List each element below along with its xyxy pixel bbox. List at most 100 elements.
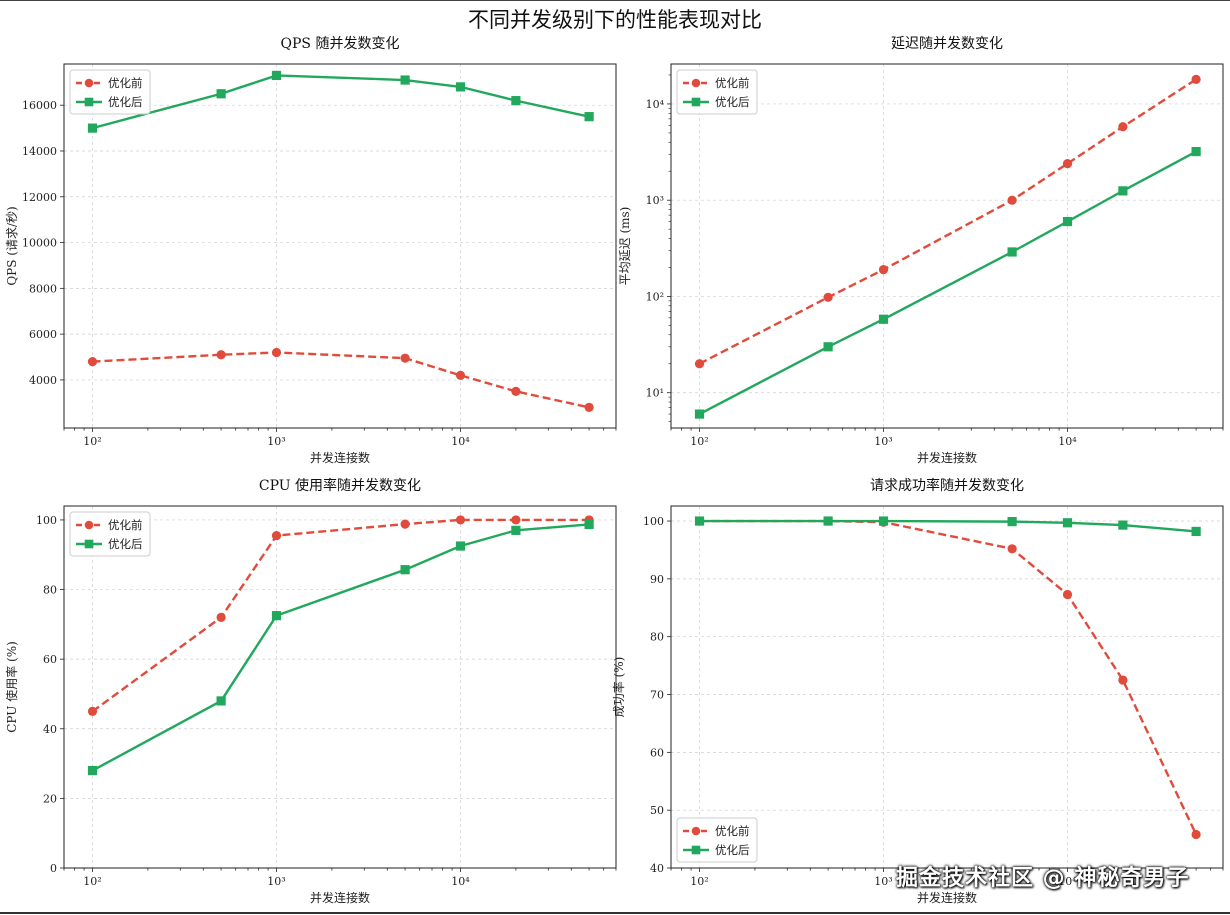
y-tick-label: 20 xyxy=(43,792,57,805)
y-tick-label: 40 xyxy=(650,862,664,875)
data-point-before xyxy=(878,265,889,275)
data-point-before xyxy=(1191,829,1201,840)
data-point-after xyxy=(823,342,833,352)
x-tick-label: 10² xyxy=(83,875,101,888)
legend-label: 优化后 xyxy=(715,95,750,109)
legend-label: 优化后 xyxy=(715,843,750,857)
data-point-after xyxy=(584,519,594,530)
plot-frame xyxy=(63,505,617,869)
data-point-before xyxy=(271,530,282,541)
x-axis-label: 并发连接数 xyxy=(310,450,370,465)
y-tick-label: 16000 xyxy=(22,99,57,112)
chart-title: 请求成功率随并发数变化 xyxy=(870,477,1024,494)
chart-panel-1: 10² 10³ 10⁴ 4000 6000 8000 10000 12000 14000 1600… xyxy=(5,36,617,465)
data-point-before xyxy=(1007,195,1017,205)
x-tick-label: 10⁴ xyxy=(1058,435,1077,448)
plot-frame xyxy=(670,63,1224,429)
legend-marker-square xyxy=(84,539,94,549)
data-point-after xyxy=(1007,247,1017,257)
data-point-after xyxy=(87,123,98,133)
data-point-before xyxy=(1062,159,1073,169)
data-point-after xyxy=(1062,216,1073,227)
data-point-after xyxy=(878,314,889,324)
data-point-after xyxy=(511,96,521,106)
chart-panel-4: 10² 10³ 10⁴ 40 50 60 70 80 90 100 请求成功率随并发数变化并发连接数… xyxy=(611,477,1224,905)
data-point-after xyxy=(87,765,98,776)
x-tick-label: 10³ xyxy=(267,435,285,448)
data-point-after xyxy=(216,89,226,99)
y-axis-label: CPU 使用率 (%) xyxy=(4,641,19,733)
y-tick-label: 100 xyxy=(643,515,664,528)
series-line-before xyxy=(91,518,590,713)
y-tick-label: 10¹ xyxy=(646,387,664,400)
legend-label: 优化前 xyxy=(715,824,750,838)
data-point-before xyxy=(87,706,98,716)
y-tick-label: 70 xyxy=(650,689,664,702)
series-line-after xyxy=(91,523,590,772)
data-point-after xyxy=(878,516,889,526)
x-tick-label: 10² xyxy=(690,875,708,888)
data-point-before xyxy=(1062,589,1073,600)
y-tick-label: 40 xyxy=(43,723,57,736)
data-point-before xyxy=(271,347,282,358)
x-axis-label: 并发连接数 xyxy=(310,890,370,905)
data-point-after xyxy=(400,75,410,85)
bottom-border xyxy=(0,912,1230,914)
top-border xyxy=(0,0,1230,1)
y-tick-label: 10³ xyxy=(646,194,664,207)
data-point-before xyxy=(400,353,410,363)
legend-label: 优化前 xyxy=(715,76,750,90)
data-point-after xyxy=(694,409,705,419)
data-point-after xyxy=(455,82,466,92)
data-point-after xyxy=(216,696,226,706)
y-tick-label: 8000 xyxy=(29,282,57,295)
x-axis-label: 并发连接数 xyxy=(917,890,977,905)
data-point-after xyxy=(1118,520,1128,530)
y-axis-label: 平均延迟 (ms) xyxy=(618,207,632,286)
data-point-before xyxy=(87,357,98,367)
y-tick-label: 10000 xyxy=(22,237,57,250)
data-point-before xyxy=(1118,675,1128,685)
data-point-after xyxy=(1062,518,1073,528)
data-point-after xyxy=(694,516,705,526)
chart-title: 延迟随并发数变化 xyxy=(891,36,1003,52)
data-point-after xyxy=(1191,146,1201,157)
y-tick-label: 50 xyxy=(650,804,664,817)
x-tick-label: 10⁴ xyxy=(1058,875,1077,888)
legend-label: 优化后 xyxy=(108,95,143,109)
plot-frame xyxy=(63,63,617,429)
chart-title: QPS 随并发数变化 xyxy=(281,36,400,52)
y-tick-label: 80 xyxy=(43,584,57,597)
x-tick-label: 10³ xyxy=(267,875,285,888)
data-point-before xyxy=(823,292,833,302)
data-point-before xyxy=(216,612,226,622)
data-point-after xyxy=(584,112,594,122)
x-tick-label: 10³ xyxy=(874,435,892,448)
y-tick-label: 10² xyxy=(646,290,664,303)
x-tick-label: 10⁴ xyxy=(451,875,470,888)
data-point-before xyxy=(584,402,594,412)
chart-title: CPU 使用率随并发数变化 xyxy=(259,477,421,494)
x-tick-label: 10⁴ xyxy=(451,435,470,448)
series-line-before xyxy=(698,78,1197,365)
data-point-before xyxy=(216,350,226,360)
y-tick-label: 60 xyxy=(650,746,664,759)
watermark: 掘金技术社区 @ 神秘奇男子 xyxy=(896,866,1190,891)
data-point-before xyxy=(511,386,521,396)
y-tick-label: 6000 xyxy=(29,328,57,341)
legend-label: 优化前 xyxy=(108,518,143,532)
data-point-after xyxy=(1118,186,1128,196)
data-point-after xyxy=(1007,517,1017,527)
y-tick-label: 80 xyxy=(650,631,664,644)
y-axis-label: QPS (请求/秒) xyxy=(5,206,19,285)
legend-marker-square xyxy=(84,97,94,107)
y-tick-label: 90 xyxy=(650,573,664,586)
x-tick-label: 10² xyxy=(690,435,708,448)
legend-marker-circle xyxy=(84,520,94,530)
data-point-after xyxy=(400,565,410,575)
x-tick-label: 10² xyxy=(83,435,101,448)
y-tick-label: 0 xyxy=(50,862,57,875)
data-point-before xyxy=(511,515,521,525)
